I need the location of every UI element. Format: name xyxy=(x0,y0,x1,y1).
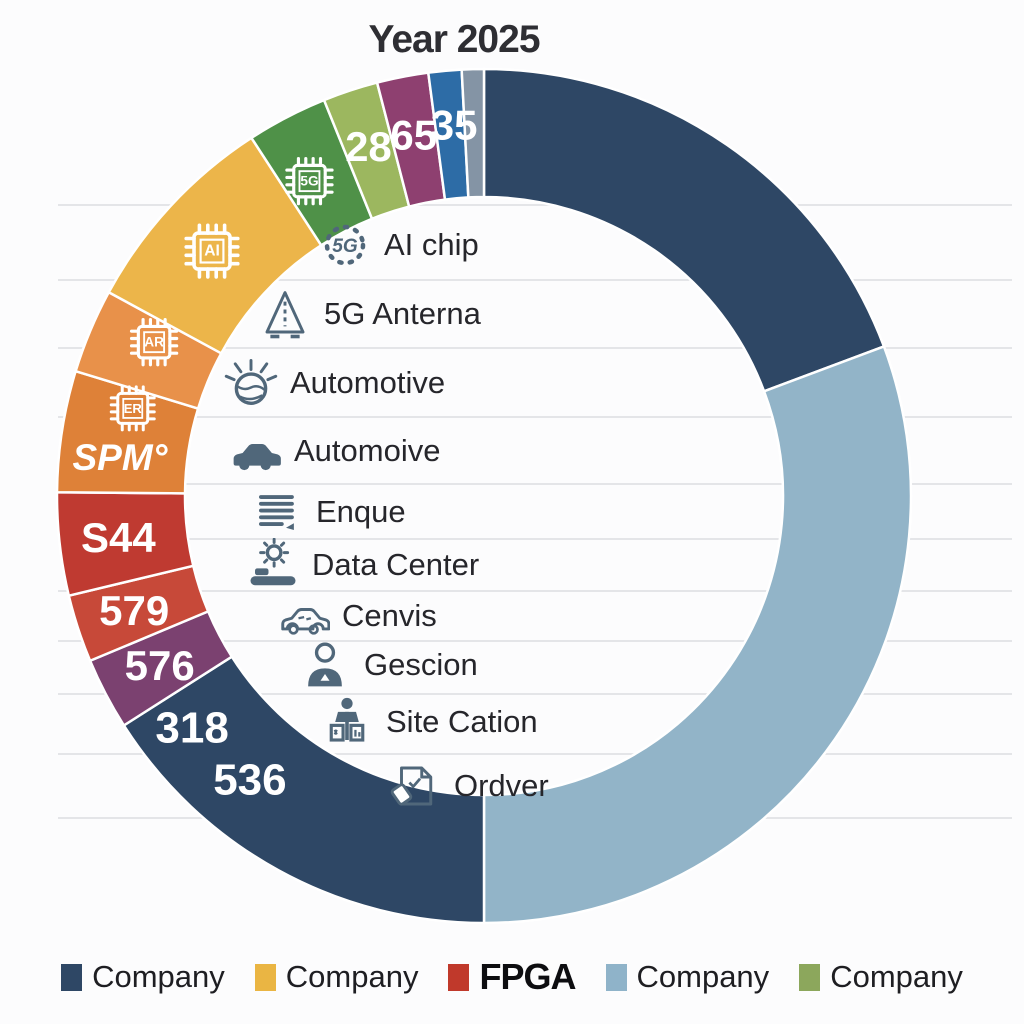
segment-value-label: SPM° xyxy=(73,437,168,478)
legend-label: Company xyxy=(92,959,225,994)
legend-swatch xyxy=(254,963,276,991)
chip-icon-label: AI xyxy=(204,243,220,260)
legend-swatch xyxy=(799,963,821,991)
bottom-legend-item: Company xyxy=(61,959,225,995)
segment-company-gray xyxy=(460,67,486,199)
chip-icon-label: AR xyxy=(144,335,164,350)
segment-company-navy-bottom xyxy=(122,655,486,925)
segment-value-label: 579 xyxy=(99,587,169,634)
chart-title: Year 2025 xyxy=(368,18,540,61)
bottom-legend-item: Company xyxy=(254,959,419,995)
segment-value-label: 28 xyxy=(345,123,392,170)
chip-icon: AI xyxy=(184,223,240,279)
chip-icon: ER xyxy=(109,385,156,432)
segment-value-label: 35 xyxy=(431,102,478,149)
bottom-legend-item: FPGA xyxy=(448,956,577,998)
chip-icon: AR xyxy=(129,318,179,367)
legend-swatch xyxy=(61,963,83,991)
chip-icon: 5G xyxy=(285,156,334,206)
segment-value-label: S44 xyxy=(81,514,156,561)
bottom-legend-item: Company xyxy=(605,959,770,995)
legend-label: Company xyxy=(285,959,419,994)
chip-icon-label: 5G xyxy=(300,174,318,189)
legend-swatch xyxy=(448,963,470,991)
legend-swatch xyxy=(605,963,627,991)
segment-value-label: 576 xyxy=(125,642,195,689)
bottom-legend: Company Company FPGA Company Company xyxy=(0,956,1024,998)
legend-label: FPGA xyxy=(479,956,576,997)
legend-label: Company xyxy=(636,959,770,994)
bottom-legend-item: Company xyxy=(799,959,963,995)
chip-icon-label: ER xyxy=(124,401,143,416)
legend-label: Company xyxy=(830,959,963,994)
segment-company-lightblue xyxy=(482,345,913,925)
segment-value-label: 65 xyxy=(390,111,437,158)
segment-value-label: 318 xyxy=(155,704,228,753)
segment-company-navy-right xyxy=(482,67,886,393)
segment-value-label: 536 xyxy=(213,755,286,804)
